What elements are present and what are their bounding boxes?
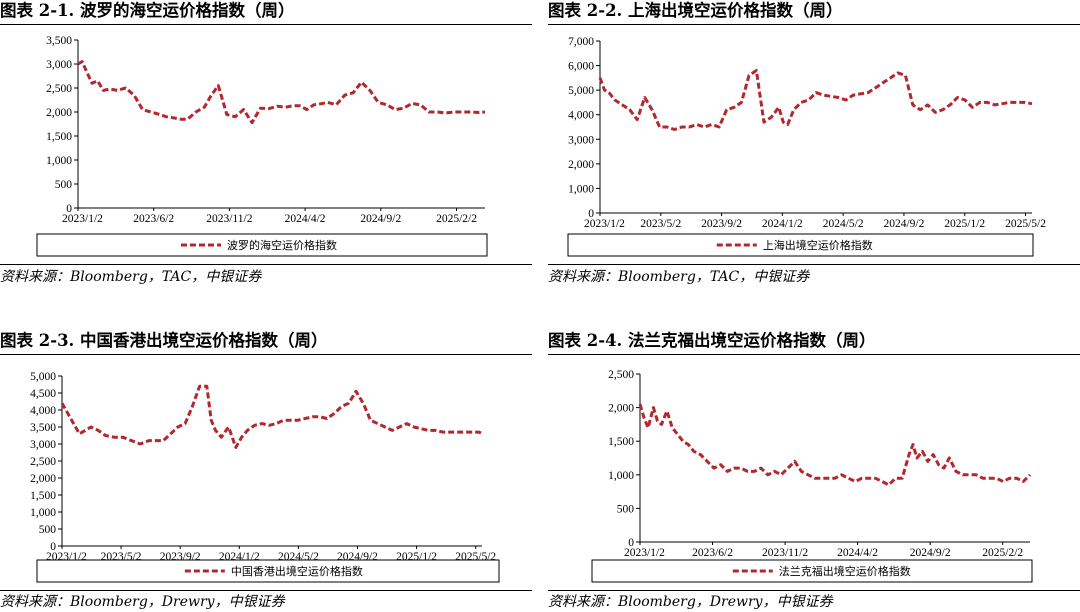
- y-tick-label: 7,000: [568, 36, 594, 48]
- legend-box: [36, 233, 488, 257]
- panel-title: 图表 2-1. 波罗的海空运价格指数（周）: [0, 1, 295, 20]
- source-rule: [548, 264, 1080, 265]
- y-tick-label: 1,000: [46, 155, 72, 167]
- panel-shanghai: 图表 2-2. 上海出境空运价格指数（周） 0 1,000 2,000 3,000 4,…: [548, 0, 1080, 300]
- y-tick-label: 4,500: [30, 388, 56, 400]
- source-rule: [0, 264, 532, 265]
- series-line: [598, 69, 1033, 131]
- y-tick-label: 0: [50, 541, 56, 553]
- panel-frankfurt: 图表 2-4. 法兰克福出境空运价格指数（周） 0 500 1,000 1,500 2,…: [548, 330, 1080, 612]
- y-tick-label: 1,000: [568, 183, 594, 195]
- x-tick-label: 2024/5/2: [823, 218, 864, 230]
- y-tick-label: 5,000: [30, 371, 56, 383]
- chart-shanghai: 0 1,000 2,000 3,000 4,000 5,000 6,000 7,000 2023…: [567, 36, 1046, 257]
- legend-box: [36, 559, 500, 583]
- source-note: 资料来源：Bloomberg，Drewry，中银证券: [0, 594, 285, 610]
- title-rule: [548, 24, 1080, 25]
- x-tick-label: 2024/1/2: [762, 218, 803, 230]
- y-tick-label: 4,000: [568, 110, 594, 122]
- y-tick-label: 3,000: [30, 439, 56, 451]
- legend-label: 上海出境空运价格指数: [763, 238, 873, 252]
- source-rule: [0, 590, 532, 591]
- x-tick-label: 2024/9/2: [910, 547, 951, 559]
- y-tick-label: 4,000: [30, 405, 56, 417]
- y-tick-label: 5,000: [568, 85, 594, 97]
- chart-hongkong: 0 500 1,000 1,500 2,000 2,500 3,000 3,500 4,000 4…: [30, 371, 500, 583]
- y-tick-label: 500: [617, 503, 635, 515]
- source-note: 资料来源：Bloomberg，TAC，中银证券: [548, 269, 810, 285]
- y-tick-label: 1,000: [608, 470, 634, 482]
- series-line: [638, 403, 1032, 487]
- x-tick-label: 2023/9/2: [701, 218, 742, 230]
- title-rule: [0, 24, 532, 25]
- x-tick-label: 2023/1/2: [624, 547, 665, 559]
- x-tick-label: 2024/4/2: [837, 547, 878, 559]
- panel-title: 图表 2-4. 法兰克福出境空运价格指数（周）: [548, 331, 876, 350]
- y-tick-label: 3,000: [568, 134, 594, 146]
- chart-frankfurt: 0 500 1,000 1,500 2,000 2,500 2023/1/2 2023/6/2…: [591, 369, 1033, 583]
- y-tick-label: 1,500: [30, 490, 56, 502]
- y-tick-label: 3,500: [46, 35, 72, 47]
- title-rule: [548, 354, 1080, 355]
- y-tick-label: 2,000: [30, 473, 56, 485]
- x-tick-label: 2023/11/2: [762, 547, 808, 559]
- y-tick-label: 500: [55, 179, 73, 191]
- x-tick-label: 2023/6/2: [692, 547, 733, 559]
- x-tick-label: 2025/5/2: [1005, 218, 1046, 230]
- x-tick-label: 2025/2/2: [982, 547, 1023, 559]
- legend-label: 中国香港出境空运价格指数: [231, 564, 363, 578]
- y-tick-label: 500: [39, 524, 57, 536]
- y-tick-label: 2,500: [46, 83, 72, 95]
- series-line: [60, 384, 483, 449]
- y-tick-label: 3,500: [30, 422, 56, 434]
- y-tick-label: 2,000: [608, 403, 634, 415]
- source-note: 资料来源：Bloomberg，TAC，中银证券: [0, 269, 262, 285]
- y-tick-label: 2,000: [568, 159, 594, 171]
- legend-box: [567, 233, 1034, 257]
- series-line: [77, 60, 486, 125]
- legend-box: [591, 559, 1033, 583]
- legend-label: 波罗的海空运价格指数: [227, 238, 337, 252]
- y-tick-label: 6,000: [568, 61, 594, 73]
- y-tick-label: 0: [588, 208, 594, 220]
- y-tick-label: 2,500: [30, 456, 56, 468]
- x-tick-label: 2023/6/2: [133, 213, 174, 225]
- legend-label: 法兰克福出境空运价格指数: [779, 564, 911, 578]
- x-tick-label: 2024/9/2: [360, 213, 401, 225]
- chart-baltic: 0 500 1,000 1,500 2,000 2,500 3,000 3,500 2023/1…: [36, 35, 488, 257]
- y-tick-label: 0: [66, 203, 72, 215]
- panel-baltic: 图表 2-1. 波罗的海空运价格指数（周） 0 500 1,000 1,500 2,00…: [0, 0, 532, 300]
- panel-title: 图表 2-2. 上海出境空运价格指数（周）: [548, 1, 843, 20]
- panel-hongkong: 图表 2-3. 中国香港出境空运价格指数（周） 0 500 1,000 1,500 2,…: [0, 330, 532, 612]
- y-tick-label: 0: [628, 537, 634, 549]
- source-note: 资料来源：Bloomberg，Drewry，中银证券: [548, 594, 833, 610]
- x-tick-label: 2023/1/2: [62, 213, 103, 225]
- y-tick-label: 3,000: [46, 59, 72, 71]
- y-tick-label: 2,000: [46, 107, 72, 119]
- x-tick-label: 2024/4/2: [285, 213, 326, 225]
- panel-title: 图表 2-3. 中国香港出境空运价格指数（周）: [0, 331, 328, 350]
- y-tick-label: 1,000: [30, 507, 56, 519]
- title-rule: [0, 354, 532, 355]
- source-rule: [548, 590, 1080, 591]
- x-tick-label: 2023/1/2: [584, 218, 625, 230]
- y-tick-label: 1,500: [46, 131, 72, 143]
- x-tick-label: 2023/5/2: [640, 218, 681, 230]
- y-tick-label: 1,500: [608, 436, 634, 448]
- x-tick-label: 2025/2/2: [436, 213, 477, 225]
- x-tick-label: 2023/11/2: [206, 213, 252, 225]
- x-tick-label: 2024/9/2: [883, 218, 924, 230]
- y-tick-label: 2,500: [608, 369, 634, 381]
- x-tick-label: 2025/1/2: [944, 218, 985, 230]
